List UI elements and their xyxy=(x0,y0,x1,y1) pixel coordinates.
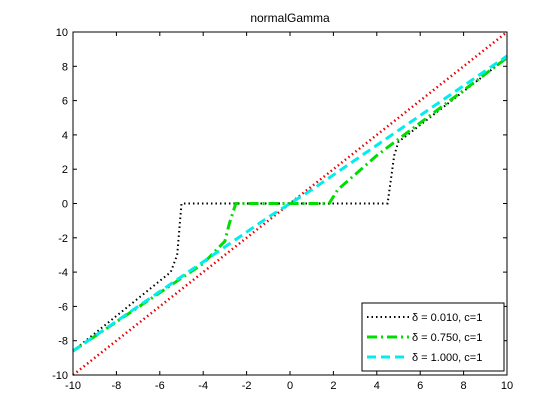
y-tick-label-2: -6 xyxy=(58,301,68,313)
x-tick-label-9: 8 xyxy=(461,380,467,392)
y-tick-label-9: 8 xyxy=(62,61,68,73)
y-tick-label-8: 6 xyxy=(62,96,68,108)
x-tick-label-7: 4 xyxy=(374,380,380,392)
y-tick-label-7: 4 xyxy=(62,130,68,142)
y-tick-label-4: -2 xyxy=(58,233,68,245)
legend-label-0: δ = 0.010, c=1 xyxy=(412,312,482,324)
legend-label-2: δ = 1.000, c=1 xyxy=(412,352,482,364)
x-tick-label-2: -6 xyxy=(155,380,165,392)
legend: δ = 0.010, c=1 δ = 0.750, c=1 δ = 1.000, c… xyxy=(362,303,504,371)
x-tick-label-6: 2 xyxy=(330,380,336,392)
y-tick-label-1: -8 xyxy=(58,336,68,348)
y-tick-label-10: 10 xyxy=(56,27,68,39)
y-tick-label-6: 2 xyxy=(62,164,68,176)
x-tick-label-3: -4 xyxy=(198,380,208,392)
x-tick-label-1: -8 xyxy=(112,380,122,392)
y-tick-label-3: -4 xyxy=(58,267,68,279)
y-tick-label-5: 0 xyxy=(62,199,68,211)
legend-label-1: δ = 0.750, c=1 xyxy=(412,332,482,344)
x-tick-label-10: 10 xyxy=(501,380,513,392)
x-tick-label-8: 6 xyxy=(417,380,423,392)
x-tick-label-4: -2 xyxy=(242,380,252,392)
x-tick-label-5: 0 xyxy=(287,380,293,392)
y-tick-label-0: -10 xyxy=(52,370,68,382)
chart-title: normalGamma xyxy=(250,11,330,25)
